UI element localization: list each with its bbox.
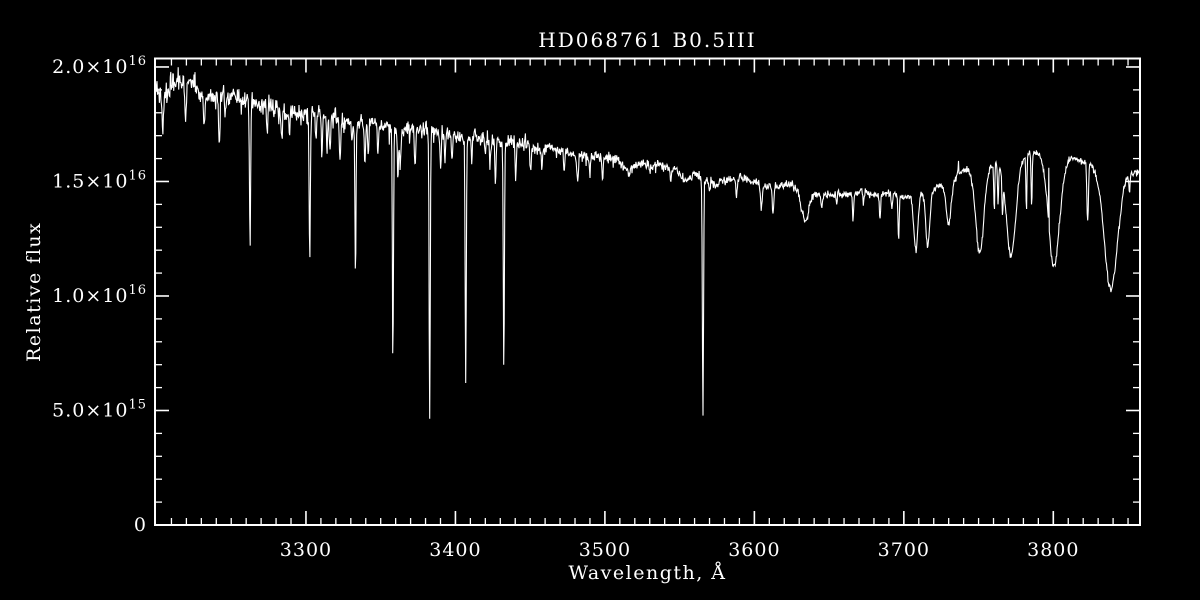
y-tick-label: 1.0×1016	[52, 283, 147, 307]
axes	[154, 57, 1141, 526]
y-tick-label: 2.0×1016	[52, 54, 147, 78]
tick-labels: 3300 3400 3500 3600 3700 3800 0 5.0×1015 1.0×101…	[52, 54, 1079, 561]
x-axis-label: Wavelength, Å	[568, 562, 726, 584]
plot-frame	[154, 57, 1141, 526]
x-tick-label: 3300	[280, 539, 332, 561]
chart-title: HD068761 B0.5III	[538, 28, 756, 52]
y-axis-label: Relative flux	[23, 222, 45, 362]
tick-marks	[155, 58, 1140, 526]
spectrum-line	[154, 67, 1141, 419]
x-tick-label: 3700	[878, 539, 930, 561]
y-tick-label: 5.0×1015	[52, 397, 147, 421]
x-tick-label: 3800	[1027, 539, 1079, 561]
x-tick-label: 3400	[429, 539, 481, 561]
x-tick-label: 3600	[728, 539, 780, 561]
y-tick-label: 0	[134, 514, 147, 536]
y-tick-label: 1.5×1016	[52, 168, 147, 192]
x-tick-label: 3500	[579, 539, 631, 561]
